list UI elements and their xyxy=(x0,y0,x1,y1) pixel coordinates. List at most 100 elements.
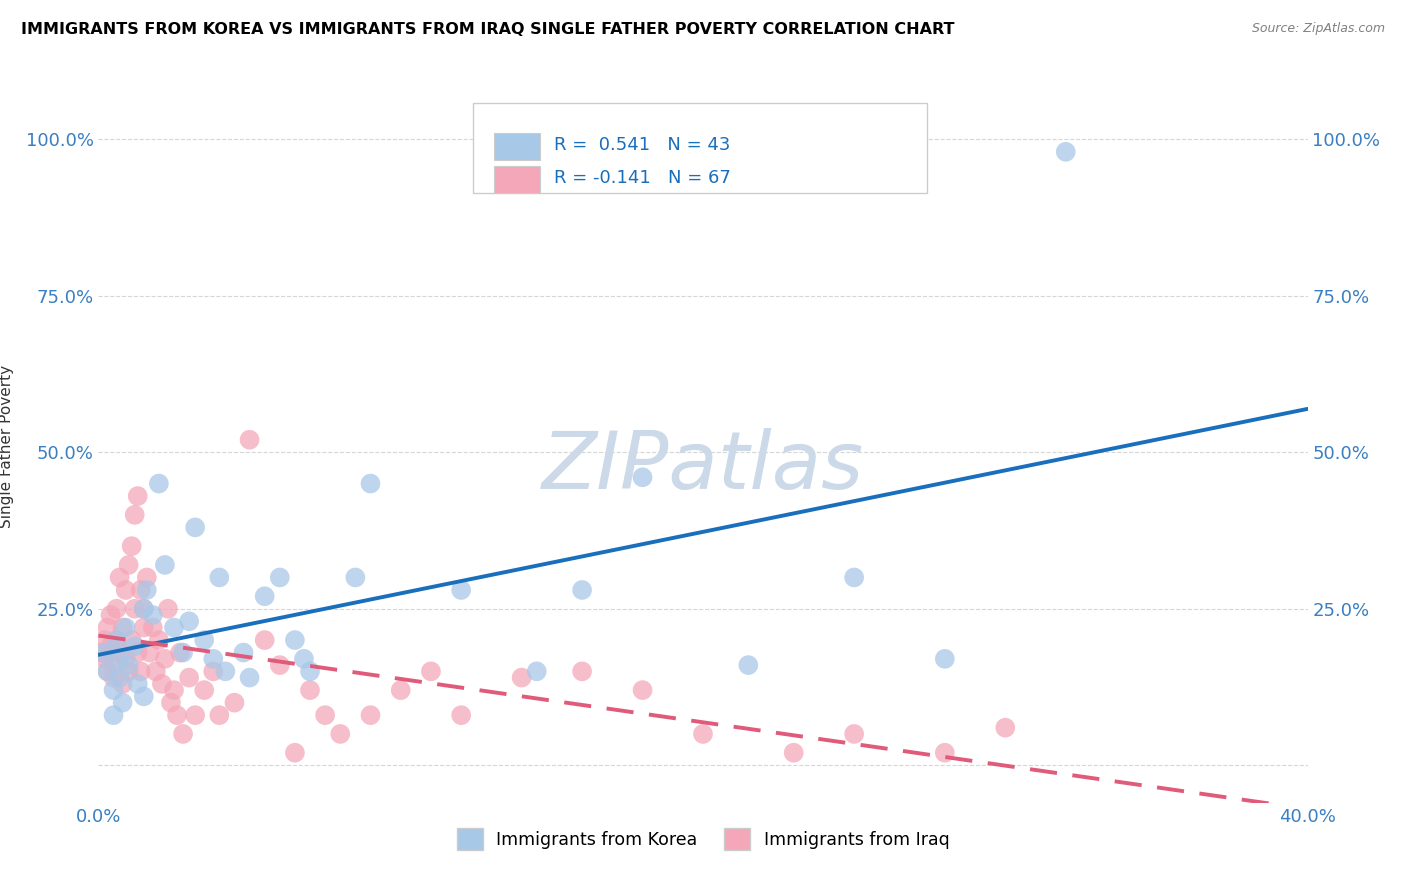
Point xyxy=(934,652,956,666)
Point xyxy=(96,665,118,679)
Point xyxy=(314,708,336,723)
Point xyxy=(163,683,186,698)
Point xyxy=(111,696,134,710)
Text: ZIPatlas: ZIPatlas xyxy=(541,428,865,507)
Point xyxy=(118,658,141,673)
Point xyxy=(103,658,125,673)
Point xyxy=(269,658,291,673)
Point xyxy=(184,708,207,723)
Point xyxy=(510,671,533,685)
Point xyxy=(844,727,866,741)
Point xyxy=(108,570,131,584)
Point xyxy=(153,652,176,666)
Point xyxy=(148,476,170,491)
Point xyxy=(389,683,412,698)
Text: R =  0.541   N = 43: R = 0.541 N = 43 xyxy=(554,136,731,154)
Point xyxy=(124,601,146,615)
Point xyxy=(208,708,231,723)
Text: Source: ZipAtlas.com: Source: ZipAtlas.com xyxy=(1251,22,1385,36)
Point xyxy=(124,508,146,522)
Point xyxy=(571,665,593,679)
Point xyxy=(214,665,236,679)
Point xyxy=(108,652,131,666)
Point xyxy=(96,621,118,635)
Point xyxy=(100,607,122,622)
Point xyxy=(526,665,548,679)
Point xyxy=(160,696,183,710)
Point xyxy=(132,601,155,615)
Point xyxy=(127,677,149,691)
Point xyxy=(193,633,215,648)
Point xyxy=(118,665,141,679)
Point xyxy=(232,646,254,660)
Point xyxy=(994,721,1017,735)
Point xyxy=(148,633,170,648)
FancyBboxPatch shape xyxy=(474,103,927,193)
Point xyxy=(100,640,122,654)
Point xyxy=(103,671,125,685)
Point xyxy=(450,582,472,597)
Point xyxy=(127,489,149,503)
Point xyxy=(571,582,593,597)
Text: R = -0.141   N = 67: R = -0.141 N = 67 xyxy=(554,169,731,186)
Point xyxy=(208,570,231,584)
Point xyxy=(90,646,112,660)
Point xyxy=(172,646,194,660)
Point xyxy=(166,708,188,723)
Point xyxy=(145,665,167,679)
Point xyxy=(153,558,176,572)
Point xyxy=(121,633,143,648)
Point xyxy=(253,633,276,648)
Point xyxy=(135,582,157,597)
Point xyxy=(692,727,714,741)
Point xyxy=(121,539,143,553)
Point xyxy=(184,520,207,534)
Point xyxy=(124,640,146,654)
Point xyxy=(193,683,215,698)
Legend: Immigrants from Korea, Immigrants from Iraq: Immigrants from Korea, Immigrants from I… xyxy=(449,820,957,858)
Point xyxy=(269,570,291,584)
Point xyxy=(360,476,382,491)
Point xyxy=(844,570,866,584)
Point xyxy=(114,582,136,597)
Point xyxy=(139,646,162,660)
Point xyxy=(239,671,262,685)
Point xyxy=(284,633,307,648)
Point xyxy=(103,683,125,698)
Point xyxy=(111,677,134,691)
FancyBboxPatch shape xyxy=(494,166,540,193)
Text: IMMIGRANTS FROM KOREA VS IMMIGRANTS FROM IRAQ SINGLE FATHER POVERTY CORRELATION : IMMIGRANTS FROM KOREA VS IMMIGRANTS FROM… xyxy=(21,22,955,37)
Point xyxy=(93,646,115,660)
Point xyxy=(344,570,367,584)
Point xyxy=(253,589,276,603)
Point xyxy=(1054,145,1077,159)
Point xyxy=(105,601,128,615)
Point xyxy=(202,665,225,679)
Point xyxy=(179,614,201,628)
Point xyxy=(783,746,806,760)
Point xyxy=(111,621,134,635)
Point xyxy=(105,633,128,648)
Point xyxy=(292,652,315,666)
FancyBboxPatch shape xyxy=(494,133,540,160)
Point xyxy=(127,646,149,660)
Point xyxy=(631,683,654,698)
Point xyxy=(202,652,225,666)
Point xyxy=(420,665,443,679)
Point xyxy=(132,690,155,704)
Point xyxy=(934,746,956,760)
Point xyxy=(172,727,194,741)
Point xyxy=(239,433,262,447)
Point xyxy=(142,607,165,622)
Point xyxy=(108,646,131,660)
Point xyxy=(142,621,165,635)
Point xyxy=(129,665,152,679)
Point xyxy=(114,621,136,635)
Point xyxy=(169,646,191,660)
Point xyxy=(118,558,141,572)
Point xyxy=(150,677,173,691)
Point xyxy=(284,746,307,760)
Point xyxy=(96,665,118,679)
Point xyxy=(737,658,759,673)
Point xyxy=(299,683,322,698)
